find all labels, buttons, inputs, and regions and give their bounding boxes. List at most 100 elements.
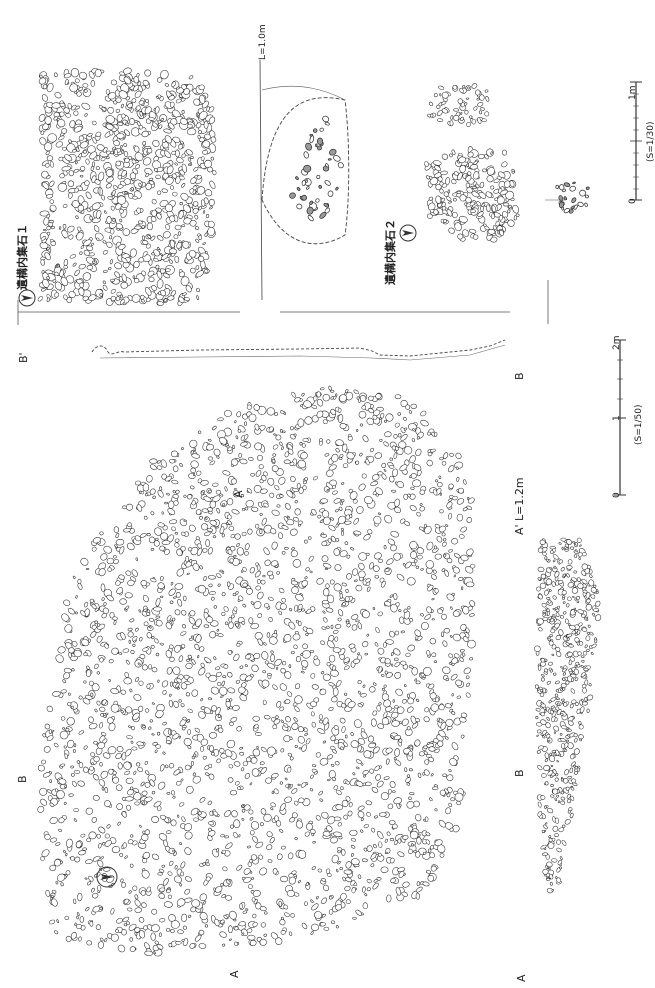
stone [195,618,202,627]
stone [168,943,173,948]
stone [224,486,228,492]
stone [344,541,349,546]
stone [233,606,238,612]
stone [319,211,327,219]
stone [370,404,374,409]
stone [134,225,142,230]
stone [207,547,213,555]
stone [301,650,311,659]
stone [63,672,71,680]
stone [543,765,550,771]
stone [165,224,170,230]
stone [94,69,102,78]
stone [343,665,350,671]
stone [204,189,213,197]
stone [228,526,235,531]
stone [338,836,343,840]
stone [190,460,199,469]
stone [423,818,427,822]
stone [210,686,220,695]
stone [98,826,106,834]
stone [179,202,184,206]
stone [192,772,196,777]
stone [564,618,569,624]
stone [366,879,372,884]
stone [327,778,331,782]
stone [357,622,363,630]
stone [337,822,342,827]
stone [291,870,297,875]
stone [125,659,130,665]
stone [245,908,249,911]
stone [351,887,356,894]
stone [78,936,82,942]
stone [68,647,75,654]
stone [372,882,379,890]
stone [40,259,45,266]
stone [326,661,331,667]
stone [45,889,51,897]
stone [199,515,203,520]
stone [377,611,383,617]
stone [151,790,156,795]
stone [435,479,439,483]
stone [360,693,367,698]
stone [129,863,134,868]
stone [219,569,223,573]
stone [40,798,47,806]
stone [569,703,574,709]
stone [414,629,421,637]
stone [377,647,385,655]
stone [177,929,184,934]
stone [353,719,362,728]
stone [148,276,155,283]
stone [132,712,140,721]
stone [305,882,309,886]
stone [563,611,567,615]
stone [477,102,484,107]
stone [176,568,184,577]
stone [83,652,88,657]
stone [206,528,213,532]
stone [200,738,208,746]
stone [386,831,391,836]
stone [233,819,241,828]
stone [430,773,434,777]
stone [162,751,166,755]
stone [64,784,67,788]
stone [116,746,124,753]
stone [332,687,339,697]
stone [144,950,153,956]
stone [297,880,301,884]
stone [281,551,286,555]
stone [387,788,392,795]
stone [211,705,218,712]
stone [76,912,80,917]
stone [143,515,148,520]
stone [138,917,145,923]
north-arrow-icon [399,224,417,242]
stone [553,672,557,676]
stone [200,662,205,668]
stone [550,783,554,788]
stone [113,526,120,533]
stone [281,446,284,451]
stone [233,761,241,767]
stone [478,154,485,159]
stone [571,587,579,594]
stone [384,600,392,607]
stone [124,748,132,757]
stone [459,164,466,173]
stone [274,484,280,491]
stone [272,453,277,457]
stone [241,805,245,808]
stone [555,697,560,701]
stone [360,817,364,822]
stone [415,680,421,685]
stone [453,114,460,121]
stone [145,182,152,191]
stone [408,768,413,772]
stone [259,822,264,827]
stone [537,623,541,627]
stone [113,620,117,625]
